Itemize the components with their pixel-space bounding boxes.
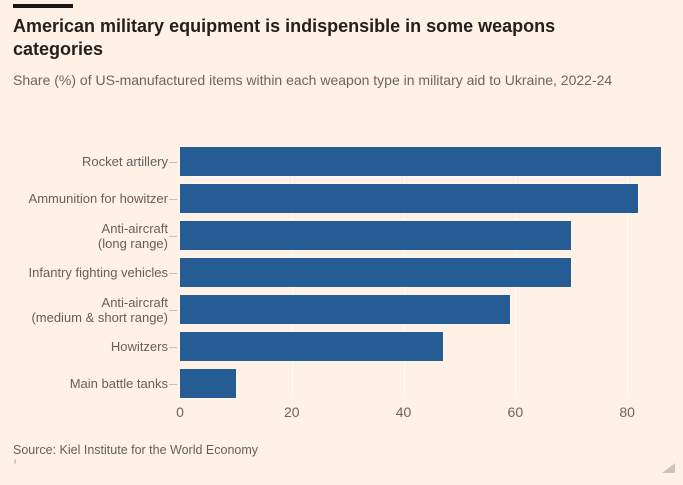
bar-track: [180, 221, 683, 250]
bar: [180, 184, 639, 213]
stray-mark: [13, 458, 17, 465]
bar-row: Howitzers: [0, 332, 683, 361]
category-tick-mark: [168, 221, 180, 250]
gridline: [627, 147, 629, 398]
bar-row: Anti-aircraft (medium & short range): [0, 294, 683, 325]
bar-row: Infantry fighting vehicles: [0, 258, 683, 287]
chart-subtitle: Share (%) of US-manufactured items withi…: [13, 72, 613, 88]
category-label: Rocket artillery: [82, 154, 168, 169]
category-label: Infantry fighting vehicles: [28, 265, 168, 280]
top-rule: [13, 4, 73, 8]
category-label: Ammunition for howitzer: [28, 191, 168, 206]
bar: [180, 258, 572, 287]
bar-row: Anti-aircraft (long range): [0, 220, 683, 251]
category-label: Howitzers: [110, 339, 168, 354]
source-note: Source: Kiel Institute for the World Eco…: [13, 443, 259, 457]
bar-row: Rocket artillery: [0, 147, 683, 176]
bar-track: [180, 258, 683, 287]
bar-chart: Rocket artillery Ammunition for howitzer A…: [0, 147, 683, 421]
x-axis-label: 40: [395, 404, 412, 420]
category-label: Anti-aircraft (long range): [97, 220, 168, 251]
bar: [180, 221, 572, 250]
bar-track: [180, 295, 683, 324]
bar-row: Ammunition for howitzer: [0, 184, 683, 213]
category-tick-mark: [168, 147, 180, 176]
bar-row: Main battle tanks: [0, 369, 683, 398]
resize-handle-icon[interactable]: [662, 463, 675, 473]
category-tick-mark: [168, 332, 180, 361]
bar: [180, 147, 661, 176]
x-axis-label: 20: [283, 404, 300, 420]
chart-title: American military equipment is indispens…: [13, 16, 556, 59]
category-tick-mark: [168, 369, 180, 398]
bar: [180, 369, 236, 398]
category-tick-mark: [168, 295, 180, 324]
bar-track: [180, 369, 683, 398]
x-axis-label: 80: [619, 404, 635, 420]
plot-area: Rocket artillery Ammunition for howitzer A…: [0, 147, 683, 398]
bar-rows: Rocket artillery Ammunition for howitzer A…: [0, 147, 683, 398]
category-label: Anti-aircraft (medium & short range): [31, 294, 168, 325]
x-axis: 0 20 40 60 80: [176, 404, 683, 421]
bar-track: [180, 147, 683, 176]
x-axis-label: 0: [176, 404, 184, 420]
bar-track: [180, 184, 683, 213]
x-axis-label: 60: [507, 404, 524, 420]
bar-track: [180, 332, 683, 361]
category-label: Main battle tanks: [69, 376, 168, 391]
category-tick-mark: [168, 184, 180, 213]
category-tick-mark: [168, 258, 180, 287]
bar: [180, 295, 510, 324]
bar: [180, 332, 443, 361]
